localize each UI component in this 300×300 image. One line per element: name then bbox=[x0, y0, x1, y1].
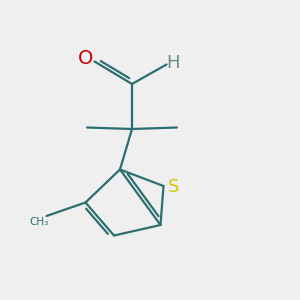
Text: O: O bbox=[78, 49, 93, 68]
Text: CH₃: CH₃ bbox=[29, 217, 49, 227]
Text: H: H bbox=[166, 54, 179, 72]
Text: S: S bbox=[168, 178, 179, 196]
